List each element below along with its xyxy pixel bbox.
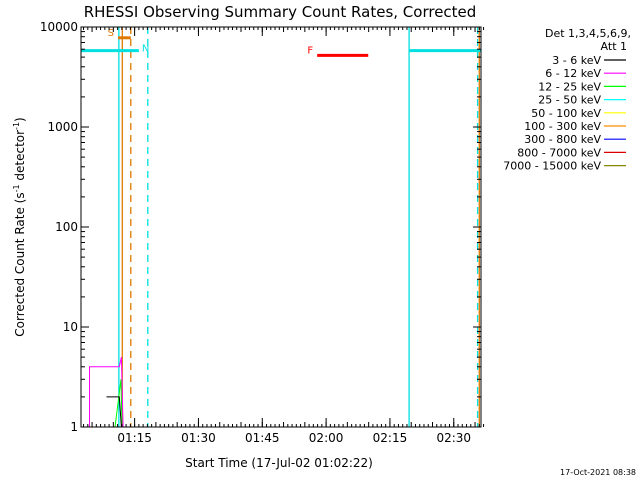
y-label-exp-1: -1	[12, 184, 21, 192]
legend-label-0: 3 - 6 keV	[552, 54, 601, 67]
y-label-exp-2: -1	[12, 122, 21, 130]
y-label-part-2: detector	[13, 130, 27, 185]
y-tick-label-10000: 10000	[40, 20, 78, 34]
legend-label-8: 7000 - 15000 keV	[503, 160, 601, 173]
y-tick-label-100: 100	[55, 220, 78, 234]
x-tick-label-0130: 01:30	[181, 431, 216, 445]
chart-title: RHESSI Observing Summary Count Rates, Co…	[84, 3, 477, 21]
y-axis-label: Corrected Count Rate (s-1 detector-1)	[12, 117, 27, 336]
marker-label-n: N	[142, 44, 149, 55]
footer-date: 17-Oct-2021 08:38	[560, 468, 636, 477]
x-tick-label-0215: 02:15	[373, 431, 408, 445]
legend-label-4: 50 - 100 keV	[531, 107, 601, 120]
series-line-0	[106, 396, 122, 428]
legend-label-2: 12 - 25 keV	[538, 80, 601, 93]
x-tick-label-0230: 02:30	[436, 431, 471, 445]
legend-header-attenuator: Att 1	[601, 40, 627, 53]
legend-header-detectors: Det 1,3,4,5,6,9,	[545, 27, 631, 40]
y-tick-label-1: 1	[70, 420, 78, 434]
y-tick-label-1000: 1000	[47, 120, 78, 134]
legend-label-1: 6 - 12 keV	[545, 67, 601, 80]
series-line-2	[81, 379, 123, 428]
x-axis-label: Start Time (17-Jul-02 01:02:22)	[185, 456, 373, 470]
y-tick-label-10: 10	[63, 320, 78, 334]
legend-label-6: 300 - 800 keV	[524, 133, 601, 146]
plot-area: S N F	[81, 27, 481, 428]
legend-label-7: 800 - 7000 keV	[517, 146, 601, 159]
series-line-1	[81, 356, 124, 428]
legend-label-5: 100 - 300 keV	[524, 120, 601, 133]
y-label-part-3: )	[13, 117, 27, 122]
plot-frame	[80, 26, 482, 428]
y-label-part-1: Corrected Count Rate (s	[13, 192, 27, 336]
x-tick-label-0115: 01:15	[117, 431, 152, 445]
x-tick-label-0200: 02:00	[309, 431, 344, 445]
axis-ticks: 1 10 100 1000 10000 01:15 01:30 01:45 02:00 02:15…	[40, 20, 485, 445]
legend-label-3: 25 - 50 keV	[538, 94, 601, 107]
x-tick-label-0145: 01:45	[245, 431, 280, 445]
marker-label-s: S	[108, 28, 114, 39]
marker-label-f: F	[307, 45, 313, 56]
